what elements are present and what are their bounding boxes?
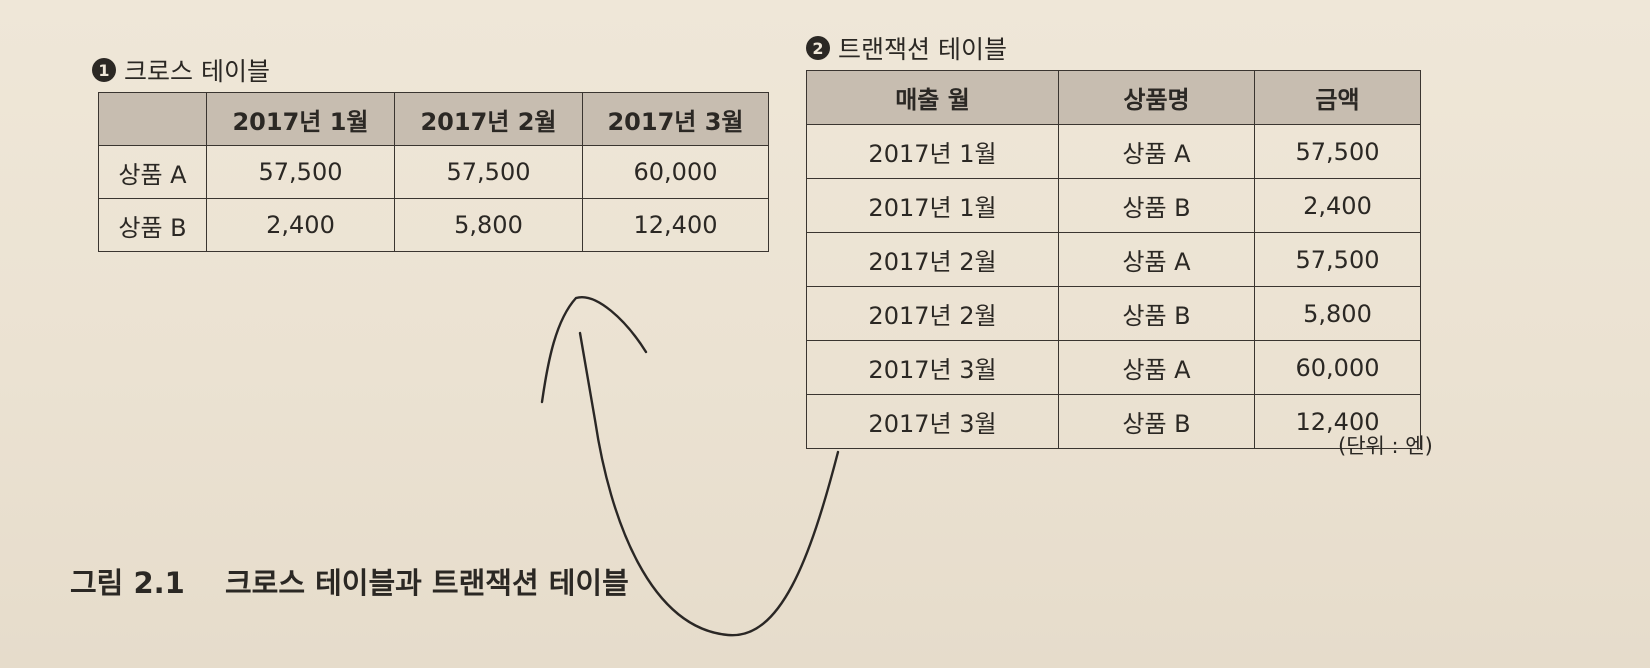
product-cell: 상품 A [1058, 340, 1255, 395]
figure-caption-text: 크로스 테이블과 트랜잭션 테이블 [224, 566, 629, 600]
value-cell: 2,400 [206, 198, 395, 252]
cross-table-header-row: 2017년 1월 2017년 2월 2017년 3월 [98, 92, 769, 146]
product-cell: 상품 A [1058, 232, 1255, 287]
transaction-table-header-cell: 매출 월 [806, 70, 1059, 125]
number-one-icon: 1 [92, 58, 116, 82]
table-row: 2017년 2월 상품 A 57,500 [806, 232, 1421, 287]
figure-caption: 그림 2.1 크로스 테이블과 트랜잭션 테이블 [70, 560, 629, 602]
table-row: 2017년 3월 상품 B 12,400 [806, 394, 1421, 449]
transaction-table-header-cell: 금액 [1254, 70, 1421, 125]
amount-cell: 5,800 [1254, 286, 1421, 341]
month-cell: 2017년 2월 [806, 286, 1059, 341]
cross-table-title-text: 크로스 테이블 [124, 57, 270, 86]
table-row: 2017년 1월 상품 A 57,500 [806, 124, 1421, 179]
transaction-table-title: 2 트랜잭션 테이블 [806, 30, 1007, 66]
value-cell: 57,500 [206, 145, 395, 199]
value-cell: 5,800 [394, 198, 583, 252]
month-cell: 2017년 1월 [806, 178, 1059, 233]
number-two-icon: 2 [806, 36, 830, 60]
figure-caption-label: 그림 2.1 [70, 566, 185, 600]
cross-table-header-cell: 2017년 2월 [394, 92, 583, 146]
row-label-cell: 상품 A [98, 145, 207, 199]
amount-cell: 60,000 [1254, 340, 1421, 395]
table-row: 상품 B 2,400 5,800 12,400 [98, 198, 769, 252]
value-cell: 12,400 [582, 198, 769, 252]
amount-cell: 57,500 [1254, 232, 1421, 287]
transaction-table-header-cell: 상품명 [1058, 70, 1255, 125]
amount-cell: 57,500 [1254, 124, 1421, 179]
transaction-table-title-text: 트랜잭션 테이블 [838, 35, 1007, 64]
amount-cell: 2,400 [1254, 178, 1421, 233]
product-cell: 상품 B [1058, 394, 1255, 449]
value-cell: 60,000 [582, 145, 769, 199]
transaction-table: 매출 월 상품명 금액 2017년 1월 상품 A 57,500 2017년 1… [806, 70, 1421, 449]
unit-note: (단위 : 엔) [1338, 434, 1433, 458]
month-cell: 2017년 3월 [806, 340, 1059, 395]
table-row: 2017년 3월 상품 A 60,000 [806, 340, 1421, 395]
transaction-table-header-row: 매출 월 상품명 금액 [806, 70, 1421, 125]
cross-table-header-cell: 2017년 3월 [582, 92, 769, 146]
cross-table: 2017년 1월 2017년 2월 2017년 3월 상품 A 57,500 5… [98, 92, 769, 252]
month-cell: 2017년 1월 [806, 124, 1059, 179]
amount-cell: 12,400 [1254, 394, 1421, 449]
cross-table-title: 1 크로스 테이블 [92, 52, 270, 88]
